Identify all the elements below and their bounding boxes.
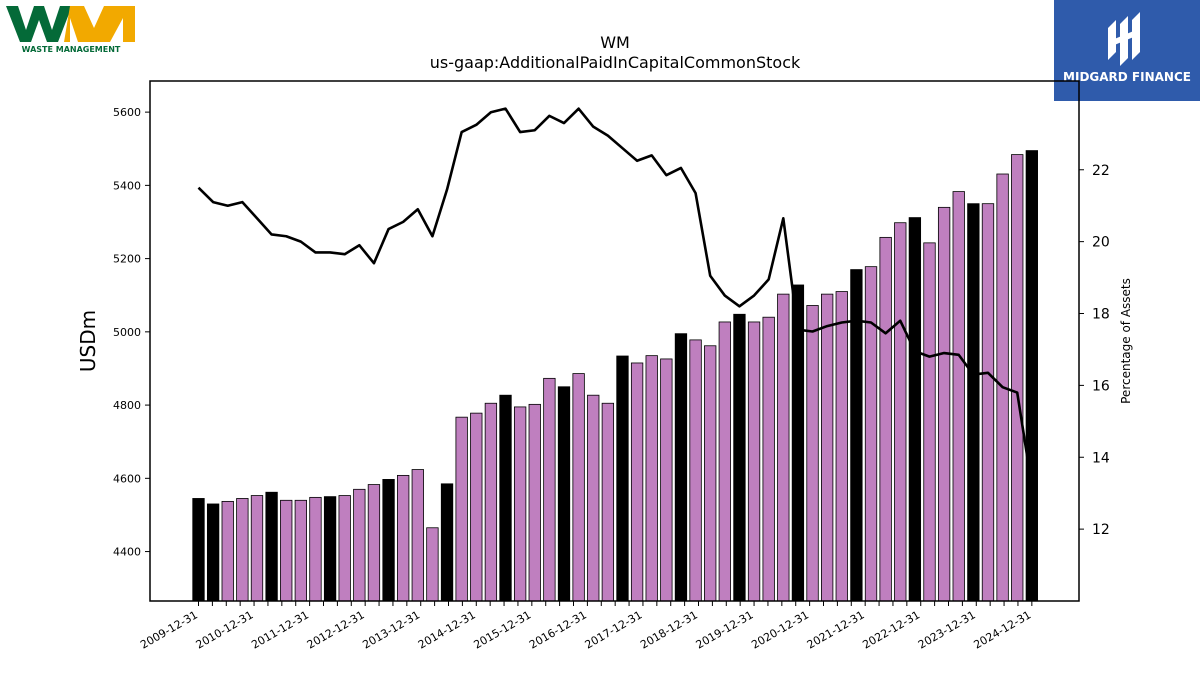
x-tick-label: 2009-12-31: [138, 608, 200, 651]
bar-annual: [192, 498, 205, 602]
plot-frame: [149, 80, 1080, 602]
bar-annual: [557, 386, 571, 602]
y2-axis-label: Percentage of Assets: [1119, 278, 1133, 404]
logo-m-shape: [64, 6, 135, 42]
bar-quarterly: [777, 293, 790, 602]
bar-annual: [850, 269, 863, 602]
bar-quarterly: [879, 236, 892, 602]
bar-annual: [440, 483, 454, 602]
y2-tick-label: 22: [1092, 163, 1110, 179]
logo-glyph: [1108, 12, 1140, 66]
bar-annual: [967, 203, 980, 602]
x-tick-label: 2021-12-31: [805, 608, 867, 651]
bar-quarterly: [411, 469, 424, 602]
bar-quarterly: [294, 499, 307, 602]
y-tick-label: 5000: [113, 326, 141, 339]
bar-annual: [206, 503, 220, 602]
bar-quarterly: [280, 499, 293, 602]
bar-quarterly: [455, 416, 468, 602]
bar-quarterly: [762, 316, 775, 602]
bar-quarterly: [660, 358, 673, 602]
bar-quarterly: [353, 488, 366, 602]
bar-quarterly: [484, 402, 498, 602]
y-tick-label: 5200: [113, 253, 141, 266]
bar-quarterly: [981, 203, 995, 602]
x-tick-label: 2019-12-31: [694, 608, 756, 651]
bar-annual: [791, 284, 805, 602]
bar-annual: [616, 355, 629, 602]
bar-quarterly: [426, 527, 439, 602]
chart-subtitle: us-gaap:AdditionalPaidInCapitalCommonSto…: [430, 53, 801, 72]
bar-annual: [323, 496, 337, 602]
bar-annual: [265, 491, 278, 602]
percent-of-assets-line: [197, 107, 1034, 487]
bar-quarterly: [937, 206, 951, 602]
y-tick-label: 5600: [113, 106, 141, 119]
bar-quarterly: [528, 403, 541, 602]
bar-quarterly: [952, 191, 965, 602]
logo-wordmark: WASTE MANAGEMENT: [22, 45, 121, 54]
bar-quarterly: [894, 222, 907, 602]
bar-quarterly: [689, 339, 702, 602]
y2-tick-label: 14: [1092, 450, 1110, 466]
bar-quarterly: [806, 305, 819, 602]
bar-quarterly: [236, 498, 249, 602]
bar-quarterly: [645, 355, 658, 602]
bar-quarterly: [338, 495, 351, 602]
bar-quarterly: [367, 484, 381, 602]
bar-quarterly: [543, 377, 556, 602]
bar-quarterly: [747, 321, 761, 602]
bar-quarterly: [923, 242, 936, 602]
y-tick-label: 4600: [113, 472, 141, 485]
chart-title: WM: [600, 33, 630, 52]
bar-quarterly: [397, 474, 410, 602]
x-tick-label: 2023-12-31: [916, 608, 978, 651]
bar-quarterly: [221, 500, 234, 602]
x-tick-label: 2010-12-31: [194, 608, 256, 651]
y-tick-label: 4400: [113, 546, 141, 559]
bar-quarterly: [864, 266, 878, 602]
bar-quarterly: [835, 291, 848, 602]
x-tick-label: 2024-12-31: [971, 608, 1033, 651]
x-tick-label: 2017-12-31: [583, 608, 645, 651]
y2-tick-label: 18: [1092, 307, 1110, 323]
bar-quarterly: [250, 495, 264, 602]
y2-tick-label: 20: [1092, 235, 1110, 251]
x-tick-label: 2020-12-31: [749, 608, 811, 651]
y2-tick-label: 16: [1092, 378, 1110, 394]
logo-wordmark: MIDGARD FINANCE: [1063, 70, 1191, 84]
x-tick-label: 2014-12-31: [416, 608, 478, 651]
logo-w-shape: [6, 6, 72, 42]
x-tick-label: 2013-12-31: [360, 608, 422, 651]
bar-quarterly: [470, 412, 483, 602]
bar-quarterly: [630, 362, 644, 602]
bar-quarterly: [821, 293, 834, 602]
bar-annual: [1025, 150, 1038, 602]
y-axis-label: USDm: [76, 310, 100, 372]
bar-annual: [908, 217, 922, 602]
x-tick-label: 2015-12-31: [471, 608, 533, 651]
bar-quarterly: [718, 321, 731, 602]
bar-quarterly: [704, 345, 717, 602]
bar-annual: [382, 479, 395, 602]
bar-quarterly: [309, 496, 322, 602]
bar-annual: [674, 333, 688, 602]
bar-quarterly: [1011, 154, 1024, 602]
waste-management-logo: WASTE MANAGEMENT: [6, 6, 135, 54]
x-tick-label: 2012-12-31: [305, 608, 367, 651]
y-tick-label: 5400: [113, 179, 141, 192]
x-tick-label: 2016-12-31: [527, 608, 589, 651]
bar-quarterly: [587, 394, 600, 602]
bar-annual: [499, 394, 512, 602]
bar-quarterly: [513, 406, 527, 602]
bar-quarterly: [572, 373, 585, 602]
y2-tick-label: 12: [1092, 522, 1110, 538]
x-tick-label: 2022-12-31: [860, 608, 922, 651]
y-tick-label: 4800: [113, 399, 141, 412]
bar-annual: [733, 313, 746, 602]
x-tick-label: 2011-12-31: [249, 608, 311, 651]
bar-quarterly: [601, 402, 615, 602]
x-tick-label: 2018-12-31: [638, 608, 700, 651]
